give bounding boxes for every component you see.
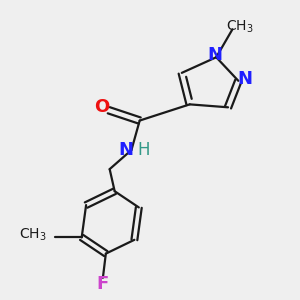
Text: CH$_3$: CH$_3$ [226, 18, 254, 34]
Text: H: H [138, 141, 150, 159]
Text: F: F [97, 275, 109, 293]
Text: CH$_3$: CH$_3$ [19, 226, 47, 243]
Text: N: N [207, 46, 222, 64]
Text: O: O [94, 98, 109, 116]
Text: N: N [237, 70, 252, 88]
Text: N: N [118, 141, 133, 159]
